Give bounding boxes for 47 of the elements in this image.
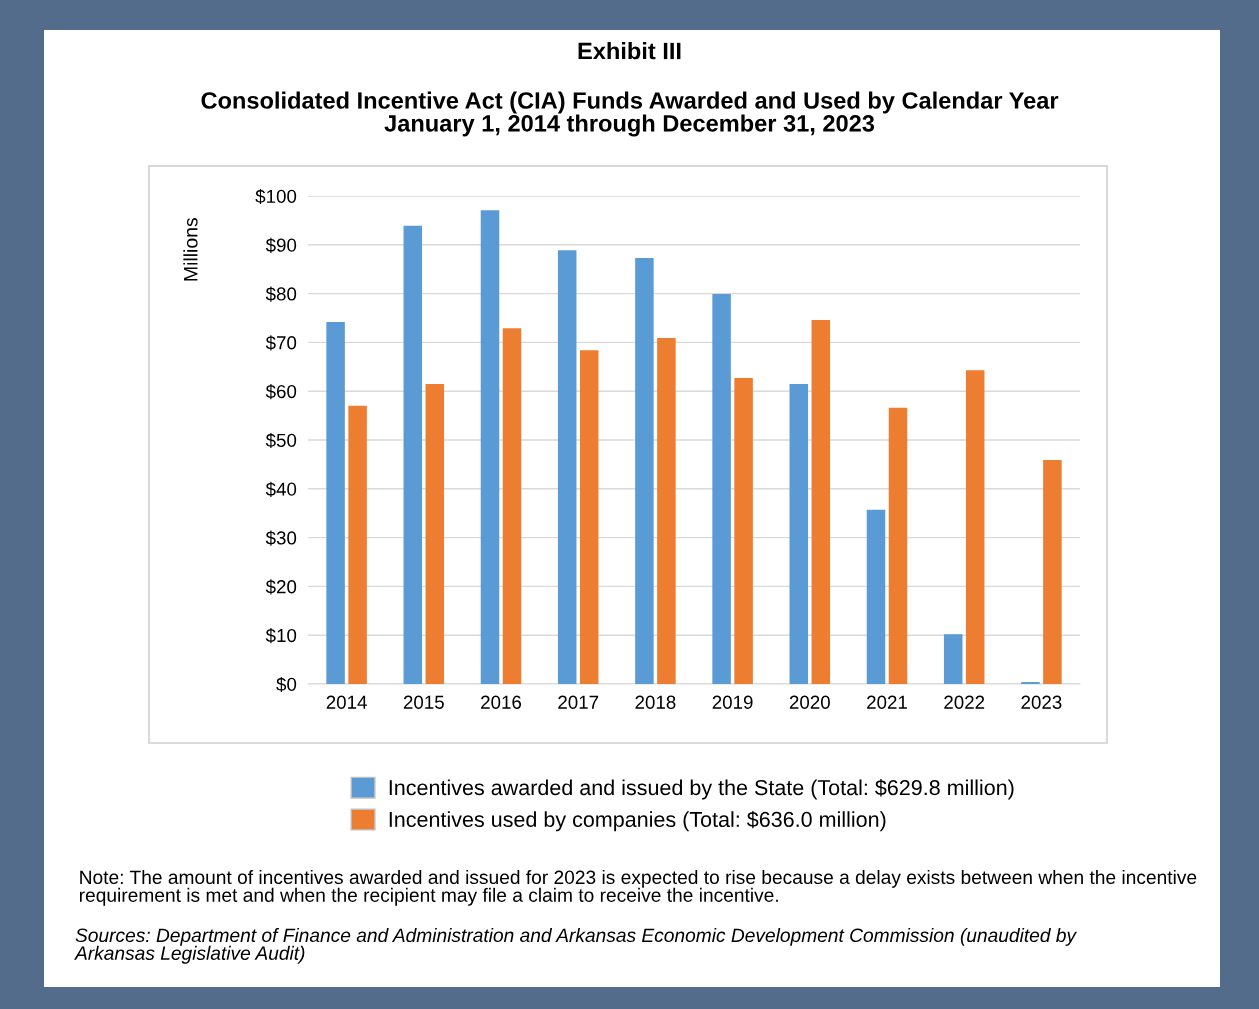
bar (348, 405, 367, 684)
y-tick-label: $50 (265, 432, 297, 449)
legend-label: Incentives used by companies (Total: $636.0 million) (389, 810, 886, 832)
text: Note: The amount of incentives awarded and issued for 2023 is expected to rise because a delay exists between when the incentive requirement is met and when the recipient may file a claim to receive the incentive. (79, 870, 1197, 906)
bar (579, 350, 599, 684)
y-tick-label: $40 (265, 481, 297, 497)
x-tick-label: 2019 (712, 695, 753, 709)
y-axis-title: Millions (183, 217, 198, 281)
x-tick-label: 2021 (867, 695, 907, 709)
x-tick-label: 2016 (481, 695, 522, 709)
bar (811, 319, 831, 684)
bar (557, 250, 577, 684)
bar (326, 321, 345, 684)
y-tick-label: $20 (265, 579, 297, 595)
y-tick-label: $90 (265, 237, 297, 253)
bar (657, 338, 676, 684)
x-tick-label: 2023 (1021, 695, 1062, 709)
bar (943, 634, 963, 684)
x-tick-label: 2015 (403, 695, 444, 709)
bar (734, 378, 753, 684)
bar (502, 328, 522, 684)
chart-subtitle: Consolidated Incentive Act (CIA) Funds Awarded and Used by Calendar Year January 1, 2014 through December 31, 2023 (201, 91, 1059, 137)
x-tick-label: 2018 (635, 695, 676, 709)
chart-title: Exhibit III (578, 42, 681, 60)
bar (403, 225, 423, 684)
bar (866, 509, 886, 684)
legend-label: Incentives awarded and issued by the State (Total: $629.8 million) (389, 779, 1014, 800)
source-note: Sources: Department of Finance and Administration and Arkansas Economic Development Commission (unaudited by Arkansas Legislative Audit) (74, 928, 1078, 964)
x-tick-label: 2014 (326, 695, 367, 709)
y-tick-label: $70 (265, 335, 297, 351)
x-tick-label: 2017 (558, 695, 599, 709)
x-tick-label: 2022 (944, 695, 985, 709)
y-tick-label: $60 (265, 384, 297, 400)
y-tick-label: $30 (265, 530, 297, 546)
bar (712, 294, 731, 684)
y-tick-label: $0 (276, 676, 297, 693)
x-tick-label: 2020 (789, 695, 830, 709)
bar (480, 210, 500, 684)
bar (789, 383, 809, 684)
y-tick-label: $10 (265, 628, 297, 644)
bar (425, 383, 445, 684)
bar (635, 257, 654, 684)
y-tick-label: $100 (255, 188, 297, 205)
bar (965, 370, 985, 684)
bar (888, 407, 908, 684)
y-tick-label: $80 (265, 286, 297, 302)
bar (1043, 460, 1062, 684)
